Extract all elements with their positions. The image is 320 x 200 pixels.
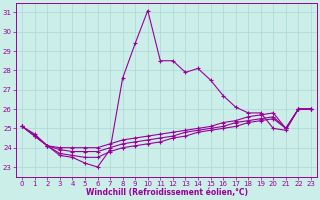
X-axis label: Windchill (Refroidissement éolien,°C): Windchill (Refroidissement éolien,°C) (85, 188, 248, 197)
